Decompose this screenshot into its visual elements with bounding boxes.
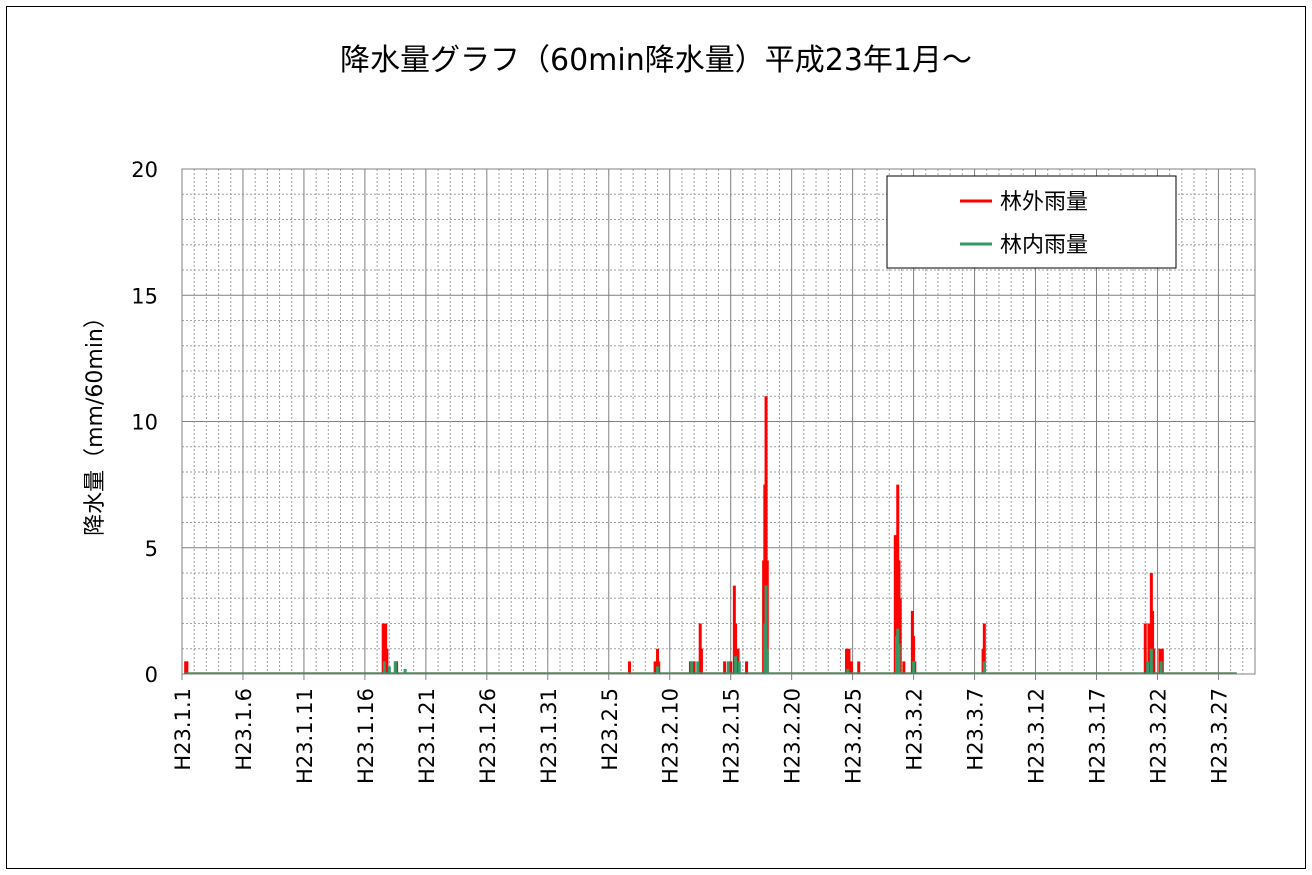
legend-box (886, 175, 1177, 269)
rain-bar (764, 396, 768, 674)
rain-bar (912, 661, 916, 674)
rain-bar (692, 661, 696, 674)
rain-bar (737, 661, 741, 674)
rain-bar (656, 666, 660, 674)
rain-bar (898, 598, 902, 674)
rain-bar (1143, 623, 1147, 674)
legend: 林外雨量 林内雨量 (886, 175, 1177, 269)
series-outside-rain (184, 396, 1237, 674)
y-tick-label: 20 (131, 158, 158, 182)
x-tick-label: H23.3.12 (1025, 688, 1049, 784)
rain-bar (845, 648, 849, 674)
x-tick-label: H23.3.27 (1207, 688, 1231, 784)
rain-bar (653, 661, 657, 674)
x-tick-label: H23.1.21 (415, 688, 439, 784)
rain-bar (982, 661, 986, 674)
rain-bar (385, 648, 389, 674)
rain-bar (1159, 661, 1163, 674)
y-tick-label: 10 (131, 411, 158, 435)
legend-label-outside: 林外雨量 (1000, 190, 1088, 215)
rain-bar (734, 623, 738, 674)
rain-bar (723, 661, 727, 674)
x-tick-label: H23.1.11 (293, 688, 317, 784)
rain-bar (764, 585, 768, 674)
x-tick-label: H23.1.16 (354, 688, 378, 784)
y-axis-label: 降水量（mm/60min） (83, 306, 108, 536)
series-inside-rain (184, 585, 1237, 674)
rain-bar (726, 661, 730, 674)
x-tick-label: H23.1.31 (537, 688, 561, 784)
rain-bar (627, 661, 631, 674)
rain-bar (849, 661, 853, 674)
rain-bar (765, 648, 769, 674)
x-tick-label: H23.1.1 (171, 688, 195, 771)
rain-bar (857, 661, 861, 674)
rain-bar (696, 661, 700, 674)
y-axis-ticks: 0 5 10 15 20 (131, 158, 158, 687)
rain-bar (729, 661, 733, 674)
rain-bar (387, 666, 391, 674)
rain-bar (1147, 623, 1151, 674)
rain-bar (745, 661, 749, 674)
chart-frame (6, 6, 1306, 869)
rain-bar (690, 661, 694, 674)
x-tick-label: H23.3.17 (1085, 688, 1109, 784)
rain-bar (1152, 648, 1156, 674)
x-axis-ticks: H23.1.1 H23.1.6 H23.1.11 H23.1.16 H23.1.21 H2… (171, 674, 1231, 784)
rain-bar (403, 668, 407, 674)
series-layer (184, 396, 1237, 674)
x-tick-label: H23.3.7 (964, 688, 988, 771)
x-tick-label: H23.2.20 (781, 688, 805, 784)
chart-title: 降水量グラフ（60min降水量）平成23年1月～ (340, 43, 972, 78)
x-tick-label: H23.3.22 (1146, 688, 1170, 784)
x-tick-label: H23.2.5 (598, 688, 622, 771)
rain-bar (847, 648, 851, 674)
rain-bar (902, 661, 906, 674)
y-tick-label: 15 (131, 284, 158, 308)
x-tick-label: H23.2.25 (842, 688, 866, 784)
plot-area (181, 168, 1256, 675)
grid (182, 169, 1255, 674)
y-tick-label: 0 (145, 663, 158, 687)
rain-bar (393, 661, 397, 674)
rain-bar (185, 661, 189, 674)
rain-bar (1146, 661, 1150, 674)
legend-label-inside: 林内雨量 (1000, 233, 1088, 258)
x-tick-label: H23.2.10 (659, 688, 683, 784)
x-tick-label: H23.1.6 (232, 688, 256, 771)
y-tick-label: 5 (145, 537, 158, 561)
rain-bar (734, 656, 738, 674)
rain-bar (897, 643, 901, 674)
rain-bar (846, 668, 850, 674)
rain-bar (912, 636, 916, 674)
rain-bar (1149, 648, 1153, 674)
x-tick-label: H23.2.15 (720, 688, 744, 784)
rain-bar (1151, 610, 1155, 674)
rain-bar (382, 661, 386, 674)
rain-bar (982, 623, 986, 674)
rain-bar (699, 648, 703, 674)
x-tick-label: H23.1.26 (476, 688, 500, 784)
x-tick-label: H23.3.2 (903, 688, 927, 771)
